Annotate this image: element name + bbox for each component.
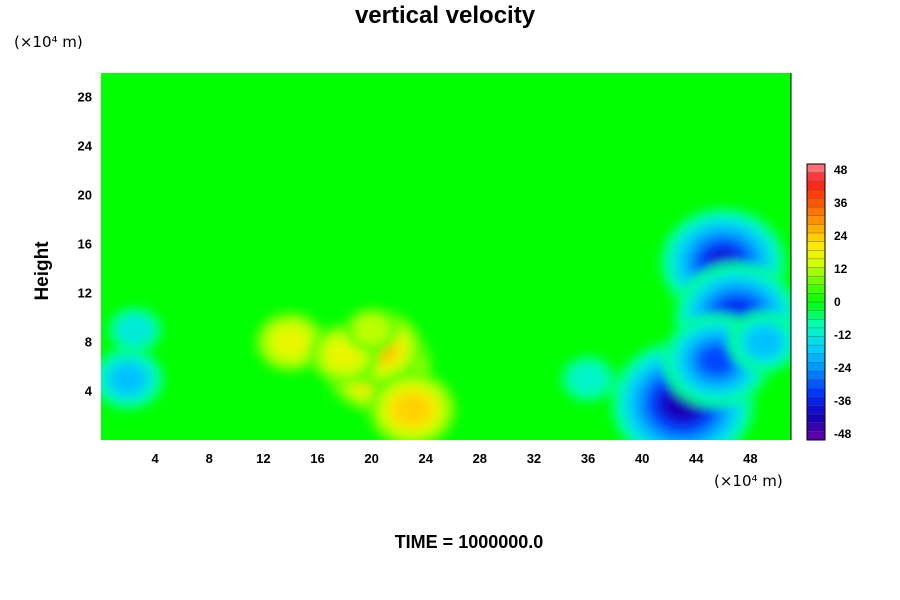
x-tick-label: 20 — [364, 451, 379, 466]
colorbar-band — [807, 207, 825, 217]
x-tick-label: 36 — [580, 451, 596, 466]
colorbar-band — [807, 215, 825, 225]
y-tick-label: 20 — [77, 187, 92, 203]
colorbar — [806, 163, 826, 441]
colorbar-tick-label: 36 — [834, 196, 848, 210]
colorbar-band — [807, 422, 825, 432]
colorbar-band — [807, 379, 825, 389]
colorbar-band — [807, 172, 825, 182]
contour-feature-7-level-2 — [116, 314, 153, 345]
contour-feature-5-level-2 — [353, 314, 390, 345]
contour-feature-6-level-3 — [110, 363, 147, 394]
x-tick-label: 8 — [205, 451, 213, 466]
contour-feature-13-level-2 — [570, 363, 607, 394]
colorbar-frame — [806, 163, 826, 441]
colorbar-band — [807, 198, 825, 208]
colorbar-tick-label: 0 — [834, 295, 841, 309]
colorbar-tick-label: -12 — [834, 328, 852, 342]
y-tick-label: 28 — [77, 89, 92, 105]
colorbar-band — [807, 414, 825, 424]
x-tick-label: 32 — [526, 451, 542, 466]
colorbar-band — [807, 267, 825, 277]
y-tick-label: 4 — [84, 383, 92, 399]
colorbar-band — [807, 353, 825, 363]
colorbar-band — [807, 405, 825, 415]
colorbar-band — [807, 164, 825, 174]
colorbar-band — [807, 345, 825, 355]
field-features — [101, 207, 791, 440]
x-tick-label: 4 — [151, 451, 159, 466]
x-tick-label: 48 — [743, 451, 758, 466]
y-unit-label: (×10⁴ m) — [14, 33, 83, 51]
time-label: TIME = 1000000.0 — [394, 532, 544, 552]
colorbar-band — [807, 388, 825, 398]
contour-feature-12-level-3 — [745, 327, 782, 358]
colorbar-band — [807, 250, 825, 260]
colorbar-band — [807, 189, 825, 199]
colorbar-tick-label: 12 — [834, 262, 848, 276]
x-tick-label: 24 — [418, 451, 433, 466]
colorbar-band — [807, 396, 825, 406]
y-tick-label: 24 — [77, 138, 92, 154]
colorbar-band — [807, 293, 825, 303]
colorbar-band — [807, 224, 825, 234]
y-tick-label: 12 — [77, 285, 92, 301]
y-tick-label: 16 — [77, 236, 92, 252]
colorbar-band — [807, 327, 825, 337]
colorbar-tick-label: -48 — [834, 427, 852, 441]
x-tick-label: 28 — [472, 451, 488, 466]
colorbar-band — [807, 302, 825, 312]
colorbar-band — [807, 362, 825, 372]
colorbar-band — [807, 276, 825, 286]
x-tick-label: 12 — [256, 451, 271, 466]
colorbar-band — [807, 310, 825, 320]
colorbar-band — [807, 181, 825, 191]
colorbar-band — [807, 258, 825, 268]
x-tick-label: 40 — [634, 451, 650, 466]
y-tick-label: 8 — [84, 334, 92, 350]
contour-feature-11-level-5 — [698, 345, 735, 376]
contour-feature-2-level-4 — [394, 394, 431, 425]
contour-feature-3-level-3 — [272, 327, 309, 358]
colorbar-tick-label: -24 — [834, 361, 852, 375]
colorbar-band — [807, 431, 825, 441]
colorbar-band — [807, 319, 825, 329]
colorbar-band — [807, 233, 825, 243]
colorbar-band — [807, 371, 825, 381]
contour-field — [101, 73, 791, 440]
colorbar-band — [807, 241, 825, 251]
colorbar-tick-label: 48 — [834, 163, 848, 177]
x-tick-label: 44 — [689, 451, 704, 466]
colorbar-band — [807, 284, 825, 294]
colorbar-band — [807, 336, 825, 346]
x-unit-label: (×10⁴ m) — [714, 472, 783, 490]
colorbar-tick-label: 24 — [834, 229, 848, 243]
colorbar-tick-label: -36 — [834, 394, 852, 408]
x-tick-label: 16 — [310, 451, 325, 466]
chart-title: vertical velocity — [354, 2, 536, 29]
